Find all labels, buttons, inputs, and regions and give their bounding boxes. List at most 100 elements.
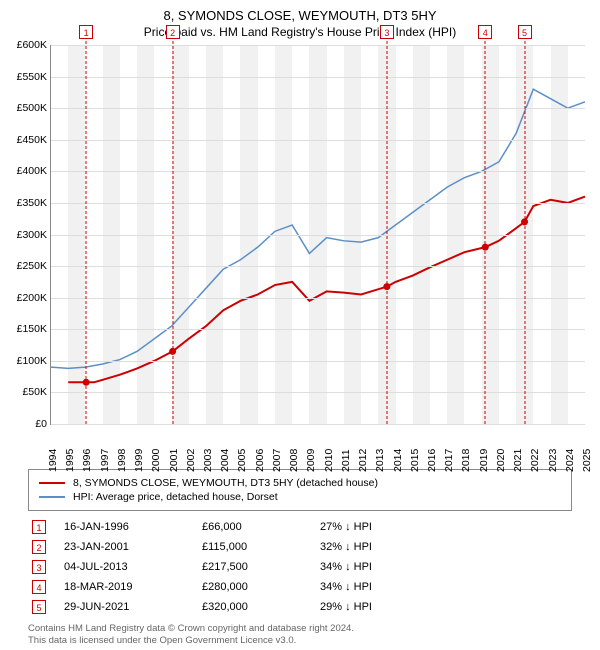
sales-row-date: 23-JAN-2001 [64, 541, 184, 553]
y-axis-label: £150K [3, 323, 47, 335]
y-axis-label: £300K [3, 229, 47, 241]
marker-line [485, 41, 486, 424]
sales-row: 1 16-JAN-1996 £66,000 27% ↓ HPI [28, 517, 572, 537]
marker-badge: 4 [478, 25, 492, 39]
sales-row-pct: 32% ↓ HPI [320, 541, 430, 553]
sales-row-price: £115,000 [202, 541, 302, 553]
x-axis-label: 2005 [236, 449, 248, 472]
y-axis-label: £550K [3, 71, 47, 83]
marker-line [86, 41, 87, 424]
y-axis-label: £400K [3, 165, 47, 177]
marker-badge: 1 [79, 25, 93, 39]
gridline [51, 171, 585, 172]
sales-table: 1 16-JAN-1996 £66,000 27% ↓ HPI 2 23-JAN-2001… [28, 517, 572, 617]
sales-row-date: 16-JAN-1996 [64, 521, 184, 533]
x-axis-label: 2001 [168, 449, 180, 472]
x-axis-label: 2014 [392, 449, 404, 472]
footer-line-1: Contains HM Land Registry data © Crown c… [28, 623, 572, 635]
x-axis-label: 2012 [357, 449, 369, 472]
x-axis-label: 2020 [495, 449, 507, 472]
sales-row: 4 18-MAR-2019 £280,000 34% ↓ HPI [28, 577, 572, 597]
x-axis-label: 2007 [271, 449, 283, 472]
gridline [51, 361, 585, 362]
y-axis-label: £200K [3, 292, 47, 304]
gridline [51, 392, 585, 393]
sales-row-badge: 1 [32, 520, 46, 534]
x-axis-label: 2018 [460, 449, 472, 472]
y-axis-label: £350K [3, 197, 47, 209]
marker-badge: 5 [518, 25, 532, 39]
x-axis-label: 2004 [219, 449, 231, 472]
x-axis-label: 2016 [426, 449, 438, 472]
legend-label: HPI: Average price, detached house, Dors… [73, 491, 278, 503]
x-axis-label: 2006 [254, 449, 266, 472]
sales-row: 304-JUL-2013£217,50034% ↓ HPI [28, 557, 572, 577]
y-axis-label: £450K [3, 134, 47, 146]
x-axis-label: 2002 [185, 449, 197, 472]
sales-row-price: £66,000 [202, 521, 302, 533]
gridline [51, 424, 585, 425]
x-axis-label: 1999 [133, 449, 145, 472]
sales-row-date: 04-JUL-2013 [64, 561, 184, 573]
x-axis-label: 1995 [64, 449, 76, 472]
marker-line [172, 41, 173, 424]
x-axis-label: 2015 [409, 449, 421, 472]
sales-row: 2 23-JAN-2001 £115,000 32% ↓ HPI [28, 537, 572, 557]
gridline [51, 45, 585, 46]
x-axis-label: 2025 [581, 449, 593, 472]
x-axis-label: 2017 [443, 449, 455, 472]
chart-container: 8, SYMONDS CLOSE, WEYMOUTH, DT3 5HY Pric… [0, 0, 600, 650]
x-axis-label: 1997 [99, 449, 111, 472]
legend-row: 8, SYMONDS CLOSE, WEYMOUTH, DT3 5HY (det… [39, 476, 561, 490]
series-line-hpi [51, 89, 585, 368]
chart-title: 8, SYMONDS CLOSE, WEYMOUTH, DT3 5HY [0, 0, 600, 23]
sales-row-badge: 4 [32, 580, 46, 594]
sales-row: 529-JUN-2021£320,00029% ↓ HPI [28, 597, 572, 617]
x-axis-label: 1994 [47, 449, 59, 472]
sales-row-badge: 5 [32, 600, 46, 614]
sales-row-price: £217,500 [202, 561, 302, 573]
sales-row-pct: 27% ↓ HPI [320, 521, 430, 533]
sales-row-pct: 34% ↓ HPI [320, 561, 430, 573]
gridline [51, 298, 585, 299]
sales-row-price: £320,000 [202, 601, 302, 613]
legend: 8, SYMONDS CLOSE, WEYMOUTH, DT3 5HY (det… [28, 469, 572, 511]
marker-badge: 3 [380, 25, 394, 39]
y-axis-label: £500K [3, 102, 47, 114]
footer-attribution: Contains HM Land Registry data © Crown c… [28, 623, 572, 648]
sales-row-badge: 2 [32, 540, 46, 554]
x-axis-label: 1998 [116, 449, 128, 472]
x-axis-label: 2008 [288, 449, 300, 472]
y-axis-label: £0 [3, 418, 47, 430]
x-axis-label: 2013 [374, 449, 386, 472]
marker-badge: 2 [166, 25, 180, 39]
x-axis-label: 2009 [305, 449, 317, 472]
x-axis-label: 2011 [340, 449, 352, 472]
y-axis-label: £100K [3, 355, 47, 367]
x-axis-label: 2023 [547, 449, 559, 472]
gridline [51, 329, 585, 330]
sales-row-pct: 34% ↓ HPI [320, 581, 430, 593]
sales-row-date: 18-MAR-2019 [64, 581, 184, 593]
series-line-price_paid [68, 197, 585, 383]
gridline [51, 203, 585, 204]
x-axis-label: 1996 [81, 449, 93, 472]
marker-line [386, 41, 387, 424]
sales-row-price: £280,000 [202, 581, 302, 593]
x-axis-label: 2022 [529, 449, 541, 472]
legend-label: 8, SYMONDS CLOSE, WEYMOUTH, DT3 5HY (det… [73, 477, 378, 489]
legend-swatch [39, 482, 65, 484]
legend-swatch [39, 496, 65, 498]
footer-line-2: This data is licensed under the Open Gov… [28, 635, 572, 647]
x-axis-label: 2024 [564, 449, 576, 472]
x-axis-label: 2003 [202, 449, 214, 472]
sales-row-pct: 29% ↓ HPI [320, 601, 430, 613]
gridline [51, 266, 585, 267]
y-axis-label: £250K [3, 260, 47, 272]
gridline [51, 108, 585, 109]
x-axis-label: 2021 [512, 449, 524, 472]
gridline [51, 140, 585, 141]
marker-line [524, 41, 525, 424]
gridline [51, 235, 585, 236]
x-axis-label: 2019 [478, 449, 490, 472]
